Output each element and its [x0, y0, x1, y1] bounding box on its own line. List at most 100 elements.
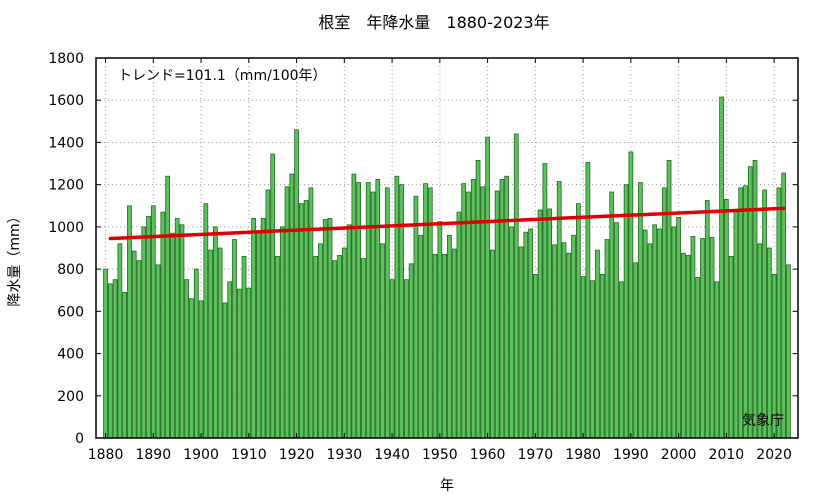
bar [623, 184, 629, 439]
bar [198, 300, 204, 439]
x-tick-label: 1920 [279, 447, 315, 463]
bar [575, 203, 581, 439]
bar [719, 96, 724, 439]
bar [184, 279, 190, 439]
y-axis: 0 200 400 600 800 1000 1200 1400 1600 1800 [48, 51, 798, 447]
bar [762, 189, 767, 439]
bar [432, 253, 438, 439]
trend-line [108, 206, 786, 241]
bar [256, 232, 261, 439]
bar [566, 252, 572, 439]
bar [341, 247, 347, 439]
bar [275, 256, 280, 439]
bar [695, 277, 701, 439]
bar [380, 243, 385, 439]
bar [700, 238, 705, 439]
bar [375, 178, 381, 439]
bar [327, 218, 333, 439]
bar [618, 281, 624, 439]
bar [547, 208, 553, 439]
bar [179, 224, 185, 439]
bar [351, 173, 357, 439]
bar [356, 182, 362, 439]
bar [279, 226, 285, 439]
bar [537, 209, 543, 439]
bar [208, 249, 213, 439]
bar [141, 226, 147, 439]
bar [532, 273, 538, 439]
y-axis-label: 降水量（mm） [7, 209, 23, 306]
bar [399, 184, 404, 439]
bar [322, 219, 328, 439]
bar [404, 279, 409, 439]
x-tick-label: 1940 [374, 447, 410, 463]
bar [213, 226, 218, 439]
x-axis-label: 年 [440, 478, 454, 494]
bar [394, 175, 400, 439]
bar [638, 182, 643, 439]
bar [766, 247, 772, 439]
bar [657, 228, 662, 439]
bar [685, 254, 691, 439]
bar [155, 264, 161, 439]
trend [108, 206, 786, 241]
bar [251, 218, 256, 439]
bar [752, 159, 758, 439]
bar [222, 302, 228, 439]
y-tick-label: 0 [75, 431, 84, 447]
bar [284, 186, 290, 439]
bar [747, 166, 753, 439]
bar [232, 239, 237, 439]
bar [122, 291, 128, 439]
bar [227, 281, 233, 439]
bar [136, 260, 142, 439]
bar [389, 279, 395, 439]
y-tick-label: 1400 [48, 135, 84, 151]
bar [552, 244, 557, 439]
bar [571, 234, 576, 439]
bar [265, 189, 271, 439]
bar [165, 175, 170, 439]
bar [475, 159, 481, 439]
bar [485, 136, 490, 439]
x-axis: 1880 1890 1900 1910 1920 1930 1940 1950 1960 1970… [88, 58, 792, 463]
x-tick-label: 1960 [470, 447, 506, 463]
bar [131, 250, 137, 439]
bar [590, 280, 596, 439]
bar [504, 175, 510, 439]
y-tick-label: 1200 [48, 178, 84, 194]
bar [241, 256, 247, 439]
bar [423, 183, 428, 439]
x-tick-label: 2020 [756, 447, 792, 463]
bar [743, 185, 748, 439]
bar [585, 162, 591, 439]
x-tick-label: 1900 [183, 447, 219, 463]
bar [361, 258, 366, 439]
bar [580, 276, 586, 439]
bar [647, 243, 653, 439]
bar [451, 248, 457, 439]
bar [513, 133, 519, 439]
bar [442, 253, 447, 439]
bars [103, 96, 791, 439]
credit-label: 気象庁 [742, 413, 784, 429]
bar [661, 187, 667, 439]
bar [781, 172, 787, 439]
bar [189, 298, 194, 439]
bar [609, 191, 615, 439]
y-tick-label: 1000 [48, 220, 84, 236]
bar [633, 262, 638, 439]
x-tick-label: 1950 [422, 447, 458, 463]
x-tick-label: 1980 [565, 447, 601, 463]
bar [107, 283, 113, 439]
bar [160, 211, 166, 439]
bar [303, 200, 309, 439]
x-tick-label: 1970 [518, 447, 554, 463]
bar [337, 254, 342, 439]
y-tick-label: 400 [57, 347, 84, 363]
bar [709, 237, 715, 439]
bar [217, 247, 223, 439]
bar [150, 205, 156, 439]
bar [332, 260, 338, 439]
